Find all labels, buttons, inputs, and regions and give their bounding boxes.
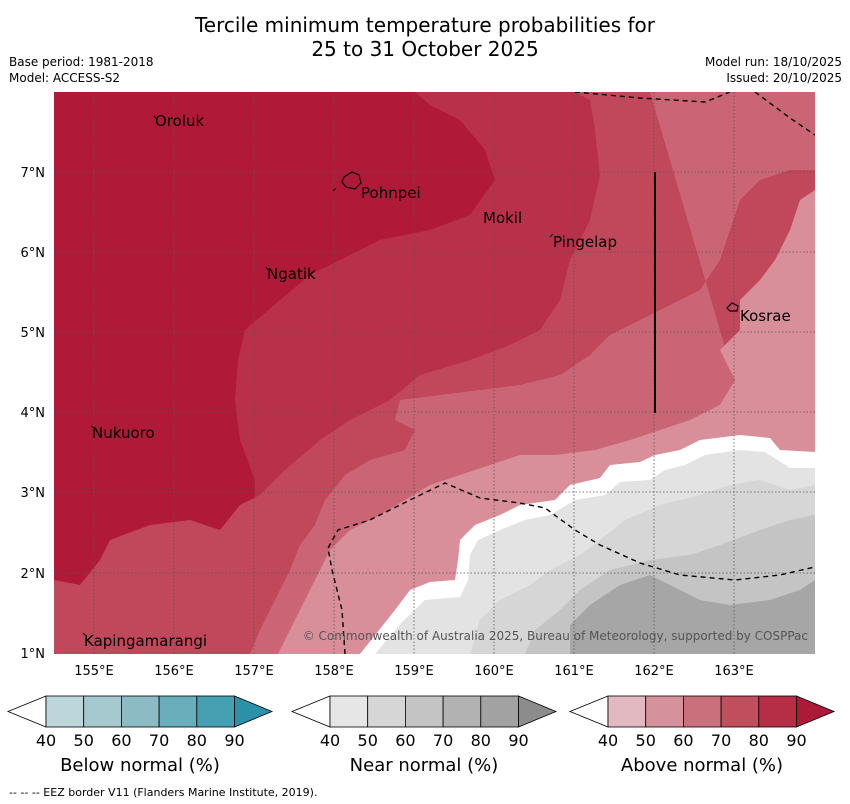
cb-tick: 60: [395, 731, 415, 750]
label-pohnpei: Pohnpei: [361, 184, 421, 202]
cb-below-seg-5: [196, 695, 235, 728]
label-oroluk: Oroluk: [155, 112, 204, 130]
meta-right: Model run: 18/10/2025 Issued: 20/10/2025: [705, 54, 842, 86]
cb-near-seg-0: [290, 695, 331, 728]
model-name: Model: ACCESS-S2: [9, 71, 121, 85]
footer-note: -- -- -- EEZ border V11 (Flanders Marine…: [9, 786, 318, 799]
cb-near-seg-2: [367, 695, 406, 728]
probability-field: Oroluk Pohnpei Mokil Pingelap Ngatik Kos…: [54, 92, 815, 654]
title-line-1: Tercile minimum temperature probabilitie…: [194, 13, 656, 37]
cb-near-seg-3: [404, 695, 444, 728]
copyright-notice: © Commonwealth of Australia 2025, Bureau…: [303, 629, 808, 643]
eez-border: [327, 92, 815, 654]
meta-left: Base period: 1981-2018 Model: ACCESS-S2: [9, 54, 154, 86]
cb-below-seg-0: [6, 695, 47, 728]
issued-date: Issued: 20/10/2025: [726, 71, 842, 85]
lon-label: 163°E: [714, 664, 754, 679]
cb-tick: 70: [711, 731, 731, 750]
label-pingelap: Pingelap: [553, 233, 617, 251]
cb-tick: 50: [74, 731, 94, 750]
cb-below-seg-6: [234, 695, 274, 728]
cb-tick: 60: [111, 731, 131, 750]
lon-label: 155°E: [74, 664, 114, 679]
map-title: Tercile minimum temperature probabilitie…: [0, 13, 850, 61]
lat-label: 4°N: [21, 406, 46, 421]
cb-below-seg-3: [121, 695, 160, 728]
cb-tick: 70: [149, 731, 169, 750]
cb-below-seg-2: [83, 695, 122, 728]
lon-label: 162°E: [634, 664, 674, 679]
cb-above-seg-2: [645, 695, 684, 728]
cb-near-seg-4: [442, 695, 482, 728]
lat-label: 5°N: [21, 326, 46, 341]
cb-tick: 50: [358, 731, 378, 750]
cb-above-seg-6: [796, 695, 836, 728]
cb-tick: 80: [749, 731, 769, 750]
lon-label: 160°E: [474, 664, 514, 679]
lat-label: 6°N: [21, 246, 46, 261]
cb-near-seg-5: [480, 695, 519, 728]
cb-tick: 40: [320, 731, 340, 750]
band-near-70-80: [570, 575, 815, 654]
cb-tick: 90: [508, 731, 528, 750]
place-labels: Oroluk Pohnpei Mokil Pingelap Ngatik Kos…: [84, 112, 791, 650]
lat-label: 2°N: [21, 567, 46, 582]
lat-label: 7°N: [21, 166, 46, 181]
base-period: Base period: 1981-2018: [9, 55, 154, 69]
lon-label: 157°E: [234, 664, 274, 679]
cb-tick: 80: [187, 731, 207, 750]
cb-tick: 40: [36, 731, 56, 750]
title-line-2: 25 to 31 October 2025: [311, 37, 539, 61]
cb-above-seg-0: [568, 695, 609, 728]
lat-axis: 7°N 6°N 5°N 4°N 3°N 2°N 1°N: [21, 166, 46, 662]
cb-tick: 40: [598, 731, 618, 750]
cb-above-seg-1: [607, 695, 647, 728]
kosrae-island: [726, 302, 739, 312]
cb-tick: 90: [224, 731, 244, 750]
label-kosrae: Kosrae: [740, 307, 791, 325]
cb-tick: 60: [673, 731, 693, 750]
colorbar-below: 40 50 60 70 80 90: [6, 695, 274, 750]
lon-label: 156°E: [154, 664, 194, 679]
cb-below-seg-1: [45, 695, 85, 728]
colorbar-above-title: Above normal (%): [620, 755, 784, 776]
cb-tick: 90: [786, 731, 806, 750]
lon-label: 161°E: [554, 664, 594, 679]
cb-below-seg-4: [158, 695, 198, 728]
cb-above-seg-4: [720, 695, 760, 728]
cb-tick: 70: [433, 731, 453, 750]
lon-label: 158°E: [314, 664, 354, 679]
colorbar-below-title: Below normal (%): [60, 755, 220, 776]
lat-label: 3°N: [21, 486, 46, 501]
lon-axis: 155°E 156°E 157°E 158°E 159°E 160°E 161°…: [74, 664, 754, 679]
cb-above-seg-3: [683, 695, 722, 728]
cb-near-seg-1: [329, 695, 369, 728]
label-nukuoro: Nukuoro: [92, 424, 155, 442]
pohnpei-island: [341, 171, 362, 190]
colorbar-above: 40 50 60 70 80 90: [568, 695, 836, 750]
label-ngatik: Ngatik: [267, 265, 316, 283]
colorbar-near: 40 50 60 70 80 90: [290, 695, 558, 750]
label-mokil: Mokil: [483, 209, 522, 227]
cb-tick: 80: [471, 731, 491, 750]
model-run: Model run: 18/10/2025: [704, 55, 842, 69]
colorbar-near-title: Near normal (%): [349, 755, 499, 776]
lat-label: 1°N: [21, 647, 46, 662]
cb-near-seg-6: [518, 695, 558, 728]
cb-above-seg-5: [758, 695, 797, 728]
cb-tick: 50: [636, 731, 656, 750]
lon-label: 159°E: [394, 664, 434, 679]
label-kapingamarangi: Kapingamarangi: [84, 632, 207, 650]
